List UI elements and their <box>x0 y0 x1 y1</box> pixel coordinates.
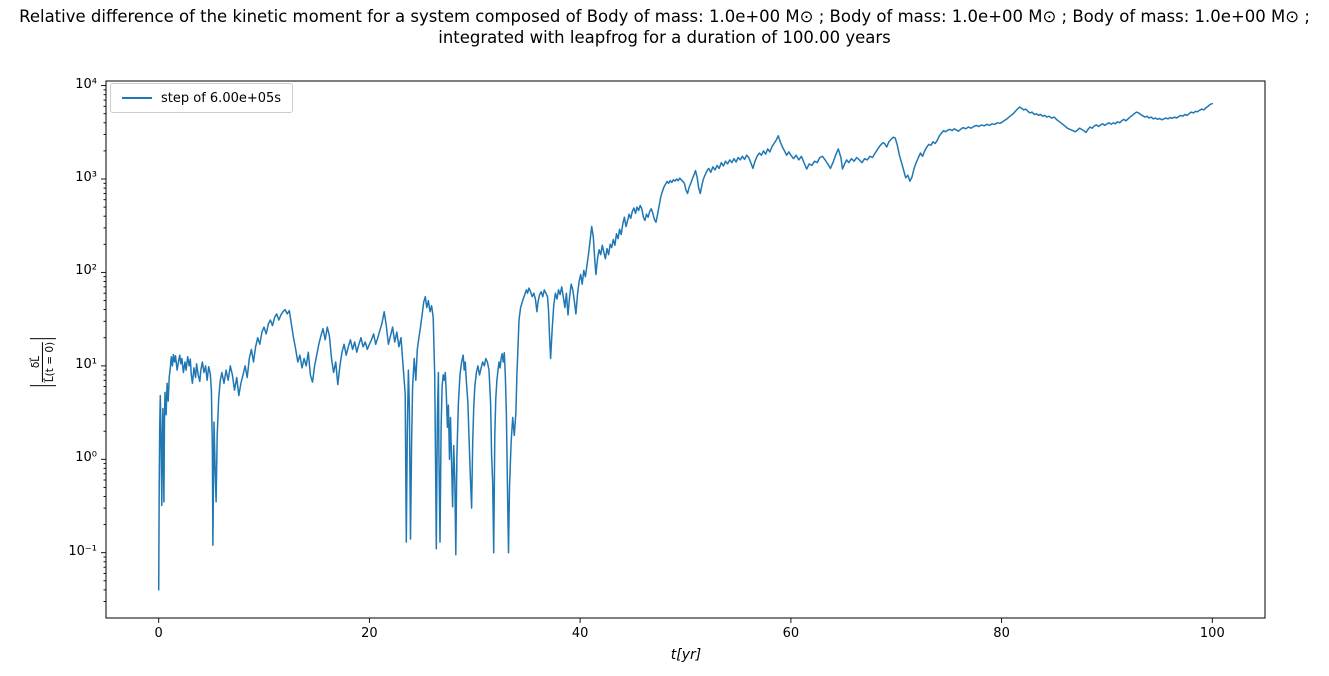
series-line <box>157 102 1214 591</box>
x-axis-label: t[yr] <box>670 647 702 663</box>
x-tick-label: 60 <box>782 626 800 641</box>
legend-line-swatch <box>122 96 152 100</box>
y-tick-label: 10⁰ <box>75 450 97 466</box>
ylabel-left-bar <box>29 385 57 387</box>
y-axis-label: δL⃗ L⃗(t = 0) <box>29 337 57 387</box>
chart-title-line1: Relative difference of the kinetic momen… <box>19 7 1310 26</box>
y-tick-label: 10² <box>75 263 97 279</box>
ylabel-fraction: δL⃗ L⃗(t = 0) <box>29 341 57 383</box>
chart-title: Relative difference of the kinetic momen… <box>0 6 1329 48</box>
legend-label: step of 6.00e+05s <box>161 90 282 106</box>
x-tick-label: 0 <box>154 626 163 641</box>
legend: step of 6.00e+05s <box>110 83 294 113</box>
y-tick-label: 10¹ <box>75 356 97 372</box>
ylabel-denominator: L⃗(t = 0) <box>42 341 57 383</box>
y-tick-label: 10⁴ <box>75 76 97 92</box>
x-tick-label: 20 <box>361 626 378 641</box>
y-tick-label: 10³ <box>75 170 97 186</box>
x-tick-label: 40 <box>571 626 589 641</box>
ylabel-numerator: δL⃗ <box>29 355 42 369</box>
y-tick-label: 10⁻¹ <box>68 543 97 559</box>
x-tick-label: 80 <box>993 626 1010 641</box>
chart-title-line2: integrated with leapfrog for a duration … <box>438 28 891 47</box>
ylabel-right-bar <box>29 337 57 339</box>
x-tick-label: 100 <box>1199 626 1225 641</box>
